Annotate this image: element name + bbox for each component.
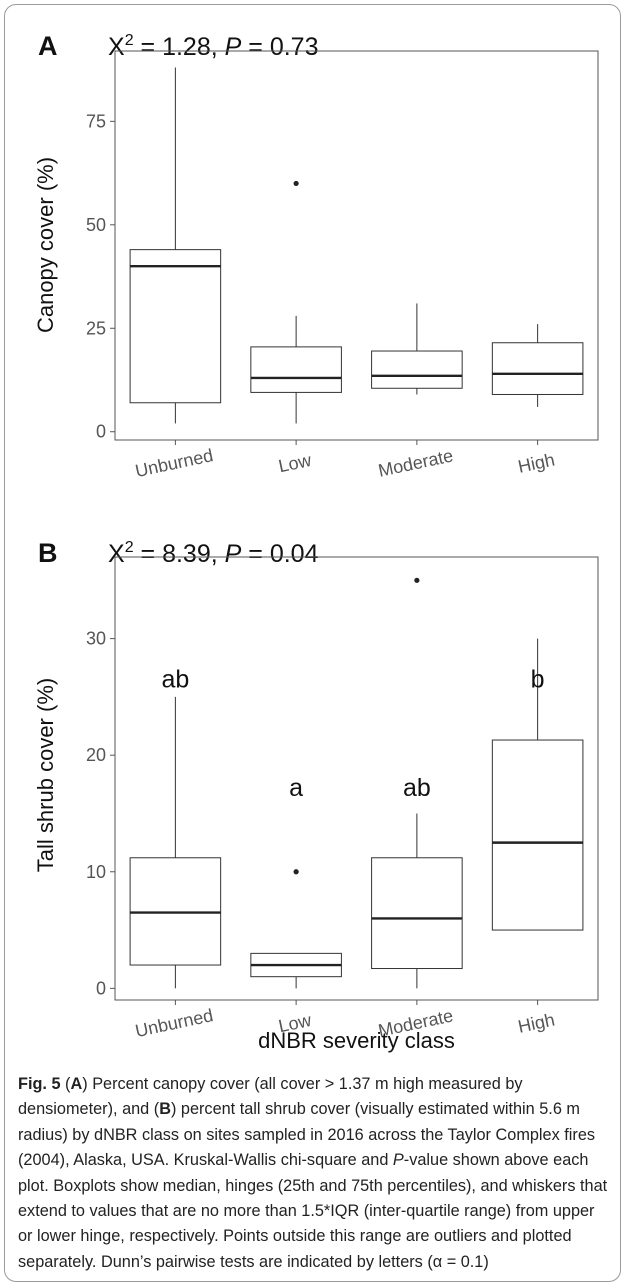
caption-panel-a: A [70,1075,83,1093]
panel-b-letter-label: ab [403,774,431,802]
caption-panel-b: B [159,1100,171,1119]
panel-b-letter-label: b [531,665,545,693]
panel-a-box [129,249,222,404]
panel-b-stat-title: X2 = 8.39, P = 0.04 [108,539,319,568]
panel-b-ytick-label: 20 [86,745,106,765]
panel-b-letter-label: ab [161,665,189,693]
caption-text-3: ) percent tall shrub cover (visually est… [18,1100,596,1170]
figure-caption: Fig. 5 (A) Percent canopy cover (all cov… [18,1072,612,1275]
panel-a-stat-title: X2 = 1.28, P = 0.73 [108,32,318,61]
panel-b-plot-frame [114,556,599,1001]
panel-a-xtick-label: Moderate [376,445,455,480]
panel-b-outlier [414,577,420,583]
panel-a-box [250,346,342,393]
caption-fig-label: Fig. 5 [18,1075,61,1093]
panel-a-ytick-label: 0 [96,422,106,442]
panel-b-xtick-label: High [516,1010,556,1037]
panel-a-ytick-label: 75 [86,111,106,131]
panel-a-box [491,342,584,395]
panel-a-letter: A [38,31,58,61]
panel-b-box [371,857,463,970]
panel-a-ytick-label: 25 [86,318,106,338]
panel-a-box [371,350,463,389]
panel-b-letter-label: a [289,774,303,802]
panel-a-plot-frame [114,50,599,441]
panel-a-xtick-label: Low [277,450,314,477]
panel-b-ytick-label: 0 [96,978,106,998]
panel-a-ytick-label: 50 [86,215,106,235]
caption-text-2: ) Percent canopy cover (all cover > 1.37… [18,1075,523,1119]
panel-a-ylabel: Canopy cover (%) [33,157,58,333]
panel-b-xlabel: dNBR severity class [258,1028,455,1053]
panel-a-outlier [293,180,299,187]
panel-b-ylabel: Tall shrub cover (%) [33,678,58,872]
caption-text-1: ( [60,1075,71,1093]
caption-text-4: -value shown above each plot. Boxplots s… [18,1151,608,1271]
panel-b-ytick-label: 10 [86,862,106,882]
panel-b-ytick-label: 30 [86,629,106,649]
panel-b-box [491,739,584,931]
panel-b-xtick-label: Unburned [133,1005,214,1041]
caption-p: P [392,1151,404,1170]
panel-a-xtick-label: High [516,450,556,477]
panel-b-letter: B [38,538,58,568]
panel-a-xtick-label: Unburned [133,445,214,481]
charts-svg: A X2 = 1.28, P = 0.73 0 25 50 75 Canopy cover … [33,31,599,1053]
figure-frame [4,4,621,1282]
panel-b-outlier [293,869,299,875]
